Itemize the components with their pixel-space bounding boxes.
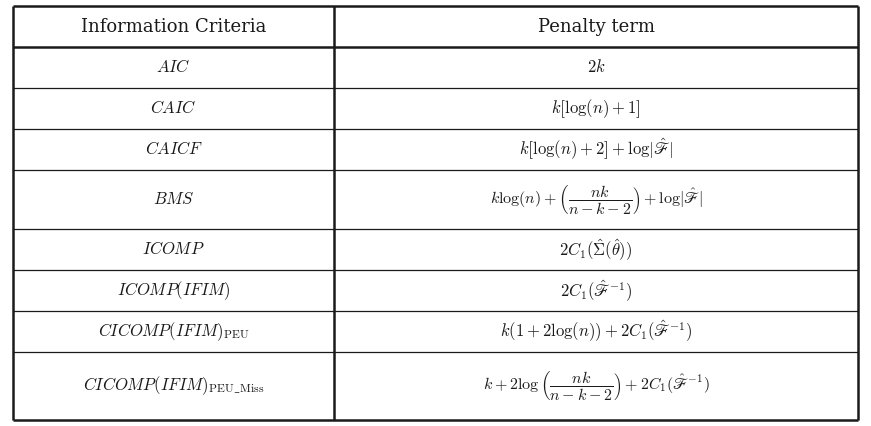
Text: $2k$: $2k$ [587, 59, 605, 76]
Text: $k\log(n)+\left(\dfrac{nk}{n-k-2}\right)+\log|\hat{\mathscr{F}}|$: $k\log(n)+\left(\dfrac{nk}{n-k-2}\right)… [490, 183, 702, 216]
Text: $\mathit{CICOMP(IFIM)}_{\mathrm{PEU\_Miss}}$: $\mathit{CICOMP(IFIM)}_{\mathrm{PEU\_Mis… [83, 374, 264, 397]
Text: $\mathit{CICOMP(IFIM)}_{\mathrm{PEU}}$: $\mathit{CICOMP(IFIM)}_{\mathrm{PEU}}$ [98, 320, 250, 343]
Text: $2C_1(\hat{\Sigma}(\hat{\theta}))$: $2C_1(\hat{\Sigma}(\hat{\theta}))$ [559, 237, 632, 262]
Text: Information Criteria: Information Criteria [81, 18, 267, 36]
Text: $k\left[\log(n)+2\right]+\log|\hat{\mathscr{F}}|$: $k\left[\log(n)+2\right]+\log|\hat{\math… [519, 137, 673, 162]
Text: $\mathit{BMS}$: $\mathit{BMS}$ [152, 192, 194, 208]
Text: $k+2\log\left(\dfrac{nk}{n-k-2}\right)+2C_1(\hat{\mathscr{F}}^{-1})$: $k+2\log\left(\dfrac{nk}{n-k-2}\right)+2… [483, 369, 709, 402]
Text: $\mathit{AIC}$: $\mathit{AIC}$ [156, 59, 191, 76]
Text: $2C_1(\hat{\mathscr{F}}^{-1})$: $2C_1(\hat{\mathscr{F}}^{-1})$ [560, 278, 632, 304]
Text: $k\left[\log(n)+1\right]$: $k\left[\log(n)+1\right]$ [551, 97, 641, 120]
Text: Penalty term: Penalty term [537, 18, 654, 36]
Text: $\mathit{CAIC}$: $\mathit{CAIC}$ [151, 100, 197, 117]
Text: $k(1+2\log(n))+2C_1(\hat{\mathscr{F}}^{-1})$: $k(1+2\log(n))+2C_1(\hat{\mathscr{F}}^{-… [500, 319, 692, 345]
Text: $\mathit{CAICF}$: $\mathit{CAICF}$ [145, 141, 203, 158]
Text: $\mathit{ICOMP}$: $\mathit{ICOMP}$ [142, 241, 205, 258]
Text: $\mathit{ICOMP(IFIM)}$: $\mathit{ICOMP(IFIM)}$ [117, 279, 231, 302]
